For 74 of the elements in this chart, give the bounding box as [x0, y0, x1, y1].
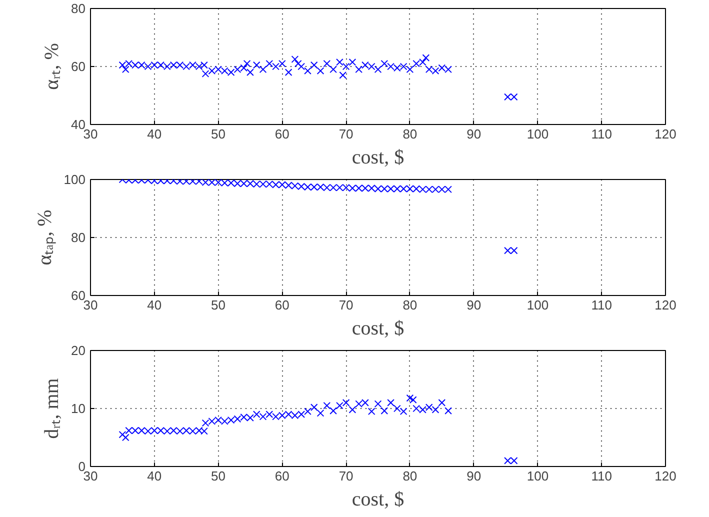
x-tick-label: 40 [147, 298, 162, 312]
x-tick-label: 60 [274, 126, 290, 142]
point [298, 62, 306, 70]
point [291, 56, 299, 63]
x-tick-label: 120 [654, 298, 676, 312]
point [348, 406, 356, 414]
point [422, 54, 430, 62]
x-tick-label: 80 [402, 126, 418, 142]
x-axis-title: cost, $ [352, 146, 404, 168]
x-tick-label: 40 [147, 126, 162, 142]
point [316, 409, 324, 417]
x-tick-label: 80 [402, 298, 418, 312]
point [444, 407, 452, 414]
point [342, 62, 350, 70]
point [310, 61, 318, 69]
point [294, 60, 302, 68]
point [438, 399, 446, 406]
x-tick-label: 100 [526, 126, 549, 142]
point [374, 400, 382, 408]
x-tick-label: 50 [211, 468, 226, 484]
point [246, 68, 254, 76]
x-tick-label: 40 [147, 468, 162, 484]
y-axis-title: αₜₐₚ, % [34, 210, 56, 266]
x-axis-title: cost, $ [352, 318, 404, 340]
x-tick-label: 70 [338, 126, 354, 142]
y-axis-title: αᵣₜ, % [41, 43, 64, 90]
y-tick-label: 100 [64, 172, 86, 187]
point [122, 434, 130, 442]
point [316, 67, 324, 75]
x-tick-label: 100 [526, 298, 549, 312]
x-tick-label: 70 [338, 298, 354, 312]
point [380, 407, 388, 414]
x-tick-label: 90 [466, 468, 482, 484]
point [387, 399, 394, 406]
point [243, 60, 251, 68]
x-tick-label: 110 [591, 126, 612, 142]
x-tick-label: 110 [591, 298, 612, 312]
point [406, 394, 414, 402]
point [118, 430, 126, 438]
point [310, 404, 318, 412]
x-tick-label: 110 [591, 468, 612, 484]
x-tick-label: 100 [526, 468, 549, 484]
y-tick-label: 80 [71, 1, 86, 16]
point [409, 396, 417, 404]
point [252, 61, 260, 69]
point [304, 67, 312, 75]
point [348, 58, 356, 66]
x-tick-label: 70 [338, 468, 354, 484]
x-tick-label: 120 [654, 126, 676, 142]
point [284, 68, 292, 76]
y-axis-title: dᵣₜ, mm [41, 378, 64, 439]
x-tick-label: 50 [211, 298, 226, 312]
point [355, 66, 363, 74]
point [259, 66, 267, 74]
point [323, 60, 331, 68]
x-tick-label: 90 [466, 298, 482, 312]
point [330, 407, 337, 414]
x-tick-label: 50 [211, 126, 226, 142]
y-tick-label: 80 [71, 230, 86, 245]
point [323, 402, 331, 410]
point [339, 72, 347, 79]
x-tick-label: 60 [274, 468, 290, 484]
x-tick-label: 120 [654, 468, 676, 484]
x-tick-label: 80 [402, 468, 418, 484]
point [122, 66, 130, 74]
y-tick-label: 10 [71, 401, 86, 416]
y-tick-label: 60 [71, 59, 86, 74]
point [368, 408, 376, 416]
point [330, 66, 337, 74]
y-tick-label: 20 [71, 343, 86, 358]
x-tick-label: 60 [274, 298, 290, 312]
x-axis-title: cost, $ [352, 488, 404, 510]
x-tick-label: 90 [466, 126, 482, 142]
point [336, 58, 344, 66]
